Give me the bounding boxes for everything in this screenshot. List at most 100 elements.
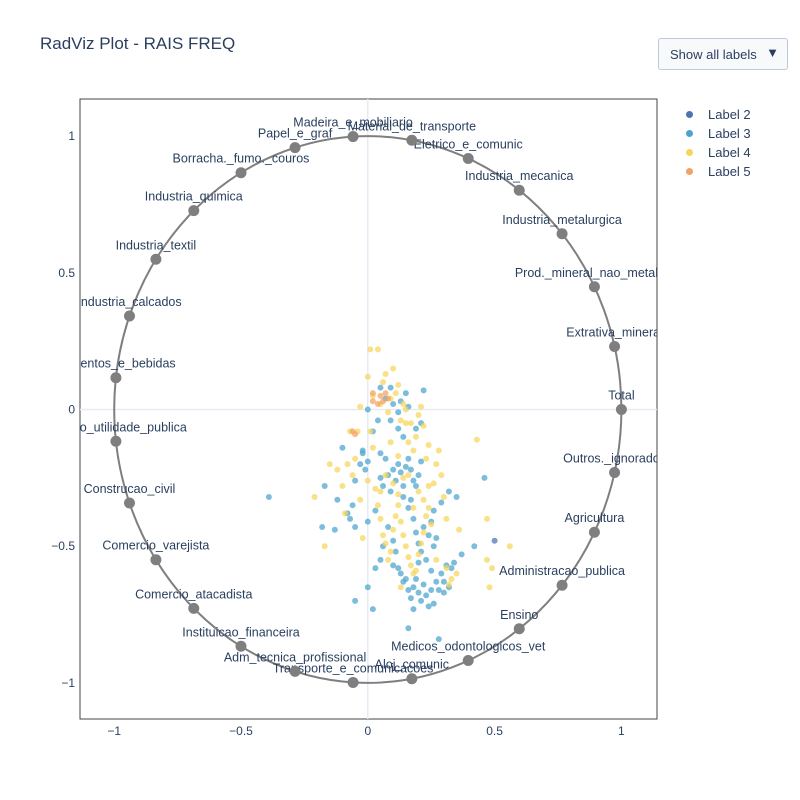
data-point-label-4-30 xyxy=(423,455,430,462)
data-point-label-4-77 xyxy=(400,474,407,481)
data-point-label-4-85 xyxy=(364,477,371,484)
data-point-label-3-4 xyxy=(331,526,338,533)
y-tick-label-1: −0.5 xyxy=(51,539,75,553)
anchor-label-14: Servico_utilidade_publica xyxy=(45,420,187,434)
data-point-label-3-14 xyxy=(364,406,371,413)
data-point-label-4-18 xyxy=(392,390,399,397)
anchor-label-15: Construcao_civil xyxy=(84,482,176,496)
data-point-label-4-73 xyxy=(357,403,364,410)
data-point-label-4-44 xyxy=(397,518,404,525)
data-point-label-3-37 xyxy=(410,515,417,522)
data-point-label-4-76 xyxy=(395,452,402,459)
anchor-label-21: Aloj_comunic xyxy=(375,658,449,672)
data-point-label-4-83 xyxy=(334,466,341,473)
data-point-label-4-54 xyxy=(423,513,430,520)
anchor-point-7 xyxy=(347,131,359,143)
data-point-label-3-29 xyxy=(407,466,414,473)
data-point-label-3-97 xyxy=(420,387,427,394)
data-point-label-2-0 xyxy=(491,537,498,544)
anchor-point-12 xyxy=(123,310,135,322)
data-point-label-4-32 xyxy=(367,428,374,435)
data-point-label-4-21 xyxy=(400,401,407,408)
data-point-label-3-16 xyxy=(377,450,384,457)
anchor-label-1: Extrativa_mineral xyxy=(566,325,663,339)
legend-item-label-3[interactable]: Label 3 xyxy=(680,125,780,144)
legend-marker xyxy=(686,168,693,175)
anchor-point-4 xyxy=(513,184,525,196)
data-point-label-3-22 xyxy=(390,466,397,473)
x-tick-label-0: −1 xyxy=(107,724,121,738)
data-point-label-3-26 xyxy=(400,483,407,490)
data-point-label-3-28 xyxy=(405,455,412,462)
data-point-label-3-9 xyxy=(352,477,359,484)
data-point-label-4-24 xyxy=(407,420,414,427)
data-point-label-3-62 xyxy=(423,592,430,599)
data-point-label-3-64 xyxy=(428,586,435,593)
data-point-label-4-8 xyxy=(359,534,366,541)
data-point-label-4-81 xyxy=(456,526,463,533)
data-point-label-3-54 xyxy=(402,576,409,583)
data-point-label-3-77 xyxy=(369,606,376,613)
data-point-label-3-44 xyxy=(430,507,437,514)
data-point-label-4-2 xyxy=(339,483,346,490)
data-point-label-4-56 xyxy=(428,521,435,528)
anchor-label-17: Comercio_atacadista xyxy=(135,587,252,601)
anchor-point-14 xyxy=(110,435,122,447)
legend-marker xyxy=(686,130,693,137)
data-point-label-3-21 xyxy=(387,488,394,495)
data-point-label-5-2 xyxy=(369,398,376,405)
data-point-label-4-95 xyxy=(402,420,409,427)
data-point-label-3-49 xyxy=(390,537,397,544)
data-point-label-4-67 xyxy=(483,515,490,522)
data-point-label-4-29 xyxy=(420,422,427,429)
label-filter-dropdown[interactable]: Show all labels ▼ xyxy=(658,38,788,70)
data-point-label-4-36 xyxy=(377,515,384,522)
anchor-point-17 xyxy=(188,602,200,614)
data-point-label-3-74 xyxy=(440,589,447,596)
data-point-label-3-38 xyxy=(412,529,419,536)
data-point-label-3-104 xyxy=(481,474,488,481)
data-point-label-3-81 xyxy=(377,556,384,563)
anchor-point-26 xyxy=(609,467,621,479)
anchor-point-0 xyxy=(615,404,627,415)
data-point-label-5-6 xyxy=(380,398,387,405)
data-point-label-4-80 xyxy=(443,515,450,522)
data-point-label-4-37 xyxy=(380,532,387,539)
anchor-label-26: Outros._ignorados xyxy=(563,452,666,466)
x-tick-label-2: 0 xyxy=(364,724,371,738)
data-point-label-4-43 xyxy=(395,502,402,509)
data-point-label-3-12 xyxy=(362,466,369,473)
data-point-label-4-11 xyxy=(374,346,381,353)
data-point-label-3-33 xyxy=(418,458,425,465)
anchor-label-6: Material_de_transporte xyxy=(348,119,477,133)
data-point-label-4-94 xyxy=(390,480,397,487)
anchor-layer: Total Extrativa_mineral Prod._mineral_nao_… xyxy=(45,116,666,688)
data-point-label-3-103 xyxy=(453,493,460,500)
legend-item-label-2[interactable]: Label 2 xyxy=(680,106,780,125)
data-point-label-4-40 xyxy=(387,548,394,555)
data-point-label-3-106 xyxy=(458,551,465,558)
data-point-label-4-41 xyxy=(390,526,397,533)
legend-item-label-4[interactable]: Label 4 xyxy=(680,144,780,163)
data-point-label-3-13 xyxy=(364,458,371,465)
data-point-label-5-8 xyxy=(385,395,392,402)
points-layer xyxy=(265,346,513,643)
data-point-label-3-76 xyxy=(405,625,412,632)
data-point-label-3-75 xyxy=(435,636,442,643)
data-point-label-4-1 xyxy=(321,543,328,550)
anchor-label-18: Instituicao_financeira xyxy=(182,625,299,639)
anchor-label-12: Industria_calcados xyxy=(77,295,181,309)
data-point-label-3-102 xyxy=(339,444,346,451)
y-tick-label-0: −1 xyxy=(61,676,75,690)
data-point-label-4-70 xyxy=(506,543,513,550)
data-point-label-3-84 xyxy=(377,384,384,391)
anchor-label-22: Medicos_odontologicos_vet xyxy=(391,640,546,654)
legend-item-label-5[interactable]: Label 5 xyxy=(680,163,780,182)
data-point-label-4-28 xyxy=(418,403,425,410)
data-point-label-3-2 xyxy=(319,524,326,531)
data-point-label-4-26 xyxy=(412,433,419,440)
anchor-point-15 xyxy=(123,497,135,509)
anchor-point-10 xyxy=(188,205,200,217)
anchor-label-13: Alimentos_e_bebidas xyxy=(56,357,176,371)
